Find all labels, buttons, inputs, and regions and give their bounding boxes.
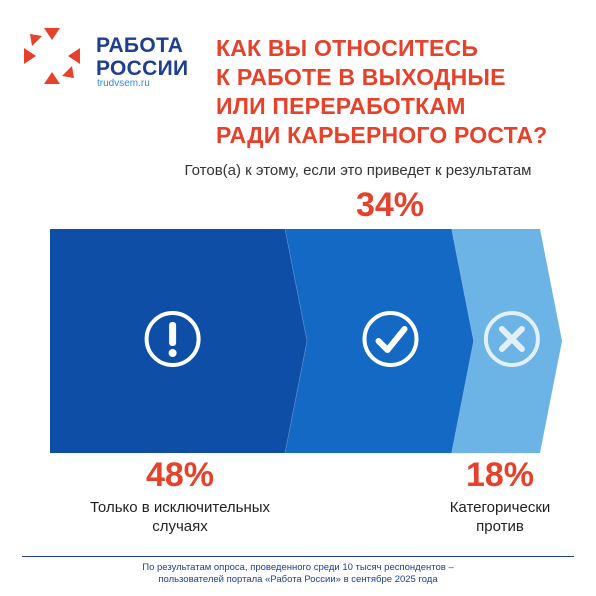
segment-3-pct: 18% [465,456,535,494]
title-line4: РАДИ КАРЬЕРНОГО РОСТА? [216,122,548,148]
star-cross-logo-icon [24,28,80,84]
segment-1-label-line2: случаях [152,518,208,535]
page-title: КАК ВЫ ОТНОСИТЕСЬ К РАБОТЕ В ВЫХОДНЫЕ ИЛ… [216,34,586,150]
segment-2-label: Готов(а) к этому, если это приведет к ре… [184,162,532,179]
brand-site: trudvsem.ru [97,78,150,89]
segment-3-label-line1: Категорически [449,499,551,516]
segment-1-label: Только в исключительных случаях [50,498,310,536]
segment-1-label-line1: Только в исключительных [89,499,271,516]
title-line1: КАК ВЫ ОТНОСИТЕСЬ [216,35,479,61]
segment-1-bar [50,229,308,453]
footnote-line2: пользователей портала «Работа России» в … [158,574,438,585]
exclamation-icon [144,311,201,367]
segment-3-label: Категорически против [420,498,580,536]
segment-1-pct: 48% [145,456,215,494]
footnote: По результатам опроса, проведенного сред… [40,562,556,586]
footer-divider [22,556,574,557]
brand-name-line1: РАБОТА [96,34,184,57]
footnote-line1: По результатам опроса, проведенного сред… [142,562,454,573]
brand-name: РАБОТА РОССИИ [96,34,188,80]
segment-3-label-line2: против [476,518,524,535]
brand-name-line2: РОССИИ [96,57,189,80]
check-icon [362,311,419,367]
cross-icon [483,311,540,367]
title-line2: К РАБОТЕ В ВЫХОДНЫЕ [216,64,506,90]
title-line3: ИЛИ ПЕРЕРАБОТКАМ [216,93,466,119]
segment-2-pct: 34% [355,186,425,224]
